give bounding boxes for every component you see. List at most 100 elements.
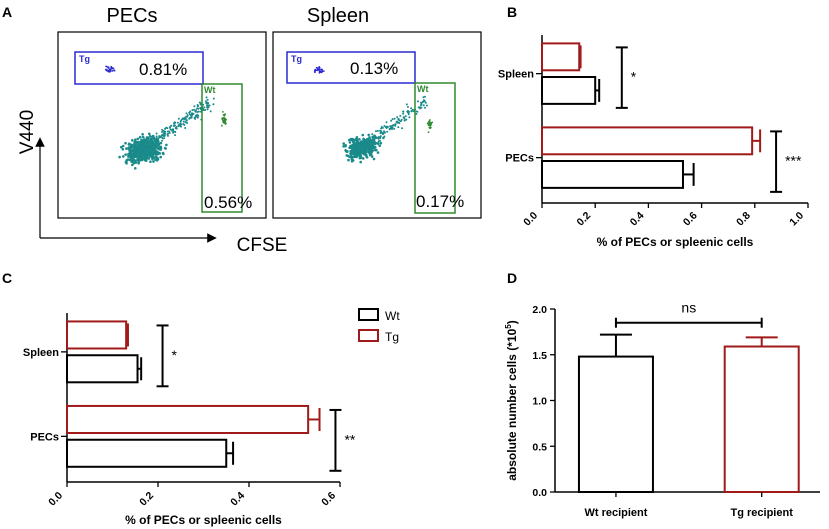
- cell-dot: [131, 163, 134, 167]
- cell-dot: [141, 135, 145, 139]
- cell-dot: [137, 150, 140, 154]
- cell-dot: [148, 132, 151, 136]
- cell-dot: [155, 135, 158, 138]
- cell-dot: [163, 132, 165, 135]
- cell-dot: [347, 158, 350, 162]
- cell-dot: [159, 145, 163, 149]
- cell-dot: [148, 134, 152, 138]
- cell-dot: [155, 132, 158, 135]
- chart-b-tick: 0.2: [575, 210, 594, 229]
- tg-cell-dot: [318, 71, 321, 74]
- chart-c-tick: 0.2: [137, 490, 156, 509]
- cell-dot: [150, 143, 154, 146]
- wt-cell-dot: [224, 123, 227, 125]
- cell-dot: [396, 116, 399, 119]
- cell-dot: [157, 142, 160, 145]
- cell-dot: [170, 124, 173, 127]
- cell-dot: [394, 124, 397, 127]
- cell-dot: [162, 129, 165, 132]
- wt-cell-dot: [428, 126, 431, 129]
- cell-dot: [370, 150, 373, 153]
- cell-dot: [149, 148, 152, 152]
- cell-dot: [138, 135, 142, 139]
- cell-dot: [197, 107, 200, 110]
- cell-dot: [411, 108, 414, 111]
- tg-cell-dot: [108, 68, 111, 71]
- chart-b-tick: 0.6: [681, 210, 700, 229]
- bar-wt-pecs: [541, 160, 684, 189]
- cell-dot: [203, 106, 206, 109]
- cell-dot: [365, 144, 369, 148]
- bar-wt-spleen: [66, 354, 139, 384]
- chart-d-category-tg: Tg recipient: [731, 507, 794, 519]
- cell-dot: [186, 122, 189, 124]
- cell-dot: [159, 141, 163, 145]
- cell-dot: [159, 148, 162, 151]
- cell-dot: [388, 128, 391, 131]
- cell-dot: [147, 140, 150, 144]
- cell-dot: [373, 145, 377, 149]
- cell-dot: [400, 118, 403, 121]
- cell-dot: [408, 116, 411, 119]
- cell-dot: [139, 149, 143, 152]
- cell-dot: [386, 130, 389, 133]
- chart-c: Spleen PECs * ** % of PECs or spleenic c…: [23, 313, 356, 527]
- cell-dot: [381, 133, 384, 136]
- cell-dot: [173, 124, 175, 127]
- cell-dot: [172, 131, 175, 134]
- chart-c-significance-spleen: *: [172, 347, 178, 363]
- cell-dot: [144, 158, 148, 162]
- cell-dot: [404, 115, 407, 118]
- cell-dot: [196, 113, 199, 116]
- panel-d: D Wt recipient Tg recipient ns 0.0 0.5 1…: [504, 270, 820, 519]
- cell-dot: [131, 149, 134, 153]
- cell-dot: [212, 97, 215, 100]
- cell-dot: [143, 156, 146, 160]
- cell-dot: [397, 121, 400, 124]
- cell-dot: [350, 150, 353, 154]
- cell-dot: [417, 100, 419, 103]
- cell-dot: [164, 127, 167, 130]
- cell-dot: [191, 112, 193, 115]
- cell-dot: [161, 128, 164, 131]
- pecs-tg-gate: [74, 51, 204, 85]
- tg-cell-dot: [315, 66, 318, 69]
- cell-dot: [145, 141, 148, 145]
- cell-dot: [161, 136, 164, 139]
- chart-c-category-pecs: PECs: [30, 431, 59, 443]
- cell-dot: [140, 140, 144, 143]
- cell-dot: [165, 143, 168, 147]
- cell-dot: [131, 154, 135, 157]
- cell-dot: [157, 140, 160, 143]
- panel-b-label: B: [507, 4, 517, 20]
- cell-dot: [365, 156, 369, 159]
- cell-dot: [184, 117, 187, 120]
- chart-d: Wt recipient Tg recipient ns 0.0 0.5 1.0…: [504, 300, 820, 519]
- cell-dot: [141, 152, 145, 156]
- bar-tg-pecs: [541, 126, 754, 156]
- cell-dot: [154, 138, 157, 141]
- cell-dot: [140, 158, 144, 162]
- chart-d-tick: 1.0: [532, 396, 547, 408]
- cell-dot: [121, 144, 125, 148]
- cell-dot: [153, 137, 156, 140]
- cell-dot: [180, 125, 182, 128]
- pecs-cell-cloud: [105, 65, 228, 170]
- cell-dot: [349, 153, 353, 156]
- chart-c-tick: 0.6: [319, 490, 338, 509]
- chart-d-tick: 0.5: [532, 441, 547, 453]
- cell-dot: [386, 126, 389, 128]
- cell-dot: [153, 145, 156, 149]
- cell-dot: [373, 134, 376, 137]
- cell-dot: [371, 133, 374, 136]
- cell-dot: [348, 138, 351, 142]
- cell-dot: [359, 153, 362, 156]
- cell-dot: [368, 136, 371, 139]
- tg-cell-dot: [106, 69, 109, 72]
- cell-dot: [186, 114, 189, 117]
- tg-cell-dot: [316, 68, 319, 70]
- chart-b: Spleen PECs * *** % of PECs or spleenic …: [498, 35, 809, 249]
- spleen-tg-percent: 0.13%: [350, 59, 398, 78]
- cell-dot: [355, 136, 359, 139]
- cell-dot: [157, 137, 160, 140]
